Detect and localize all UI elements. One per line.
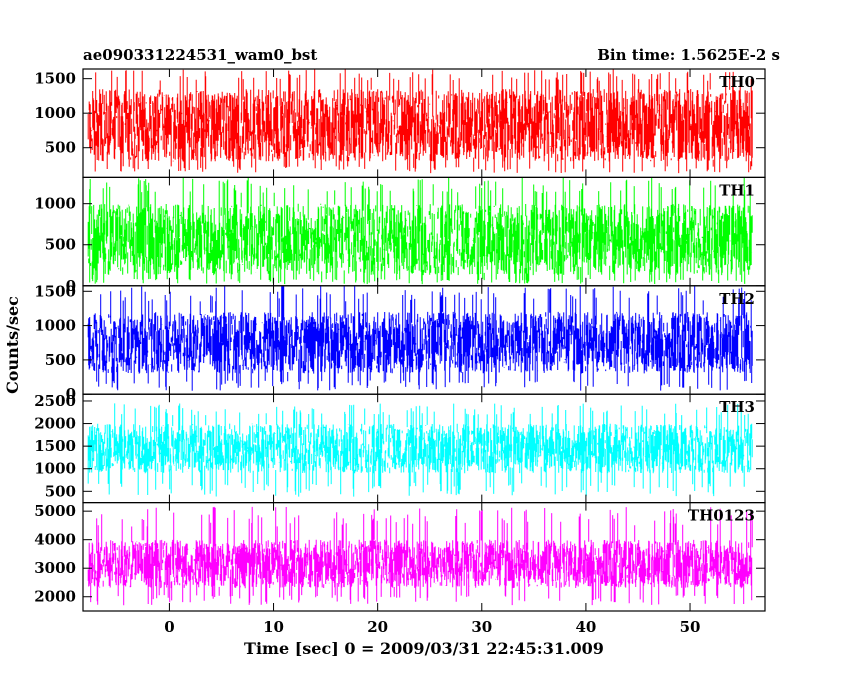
- panel-th3: 500 1000 1500 2000 2500 TH3: [34, 392, 766, 504]
- y-tick-label: 1000: [34, 104, 76, 122]
- panels-group: 500 1000 1500 TH0 0 500 1000 TH1 0 500 1000 1500 TH2…: [34, 68, 766, 612]
- y-tick-label: 5000: [34, 502, 76, 520]
- panel-label: TH3: [719, 398, 755, 416]
- y-tick-label: 2000: [34, 415, 76, 433]
- x-tick-label: 40: [575, 618, 596, 636]
- y-tick-label: 2500: [34, 392, 76, 410]
- panel-th2: 0 500 1000 1500 TH2: [34, 282, 766, 403]
- y-tick-label: 3000: [34, 559, 76, 577]
- panel-th0: 500 1000 1500 TH0: [34, 68, 766, 179]
- y-tick-label: 500: [45, 236, 76, 254]
- panel-label: TH2: [719, 290, 755, 308]
- y-tick-label: 1000: [34, 460, 76, 478]
- panel-frame: [82, 502, 766, 612]
- bin-time-label: Bin time: 1.5625E-2 s: [597, 46, 780, 64]
- y-tick-label: 500: [45, 482, 76, 500]
- series-th0: [87, 69, 753, 174]
- observation-id: ae090331224531_wam0_bst: [83, 46, 317, 64]
- series-th0123: [87, 506, 753, 606]
- y-tick-label: 0: [66, 277, 76, 295]
- y-tick-label: 500: [45, 139, 76, 157]
- y-tick-label: 1500: [34, 70, 76, 88]
- x-axis-title: Time [sec] 0 = 2009/03/31 22:45:31.009: [244, 639, 604, 658]
- x-tick-label: 50: [680, 618, 701, 636]
- x-tick-label: 0: [164, 618, 174, 636]
- series-th2: [87, 285, 753, 391]
- series-th3: [87, 403, 753, 497]
- y-tick-label: 2000: [34, 588, 76, 606]
- x-tick-label: 10: [263, 618, 284, 636]
- y-tick-label: 500: [45, 351, 76, 369]
- panel-label: TH1: [719, 181, 755, 199]
- panel-th1: 0 500 1000 TH1: [34, 176, 766, 295]
- x-tick-label: 30: [471, 618, 492, 636]
- y-tick-label: 0: [66, 385, 76, 403]
- y-tick-label: 4000: [34, 531, 76, 549]
- y-tick-label: 1500: [34, 437, 76, 455]
- y-tick-label: 1500: [34, 282, 76, 300]
- y-axis-title: Counts/sec: [3, 296, 22, 394]
- series-th1: [87, 177, 753, 285]
- y-tick-label: 1000: [34, 195, 76, 213]
- panel-th0123: 2000 3000 4000 5000 TH0123: [34, 502, 766, 612]
- panel-label: TH0: [719, 73, 755, 91]
- y-tick-label: 1000: [34, 317, 76, 335]
- x-axis: 0 10 20 30 40 50: [164, 618, 700, 636]
- x-tick-label: 20: [367, 618, 388, 636]
- panel-label: TH0123: [688, 507, 755, 525]
